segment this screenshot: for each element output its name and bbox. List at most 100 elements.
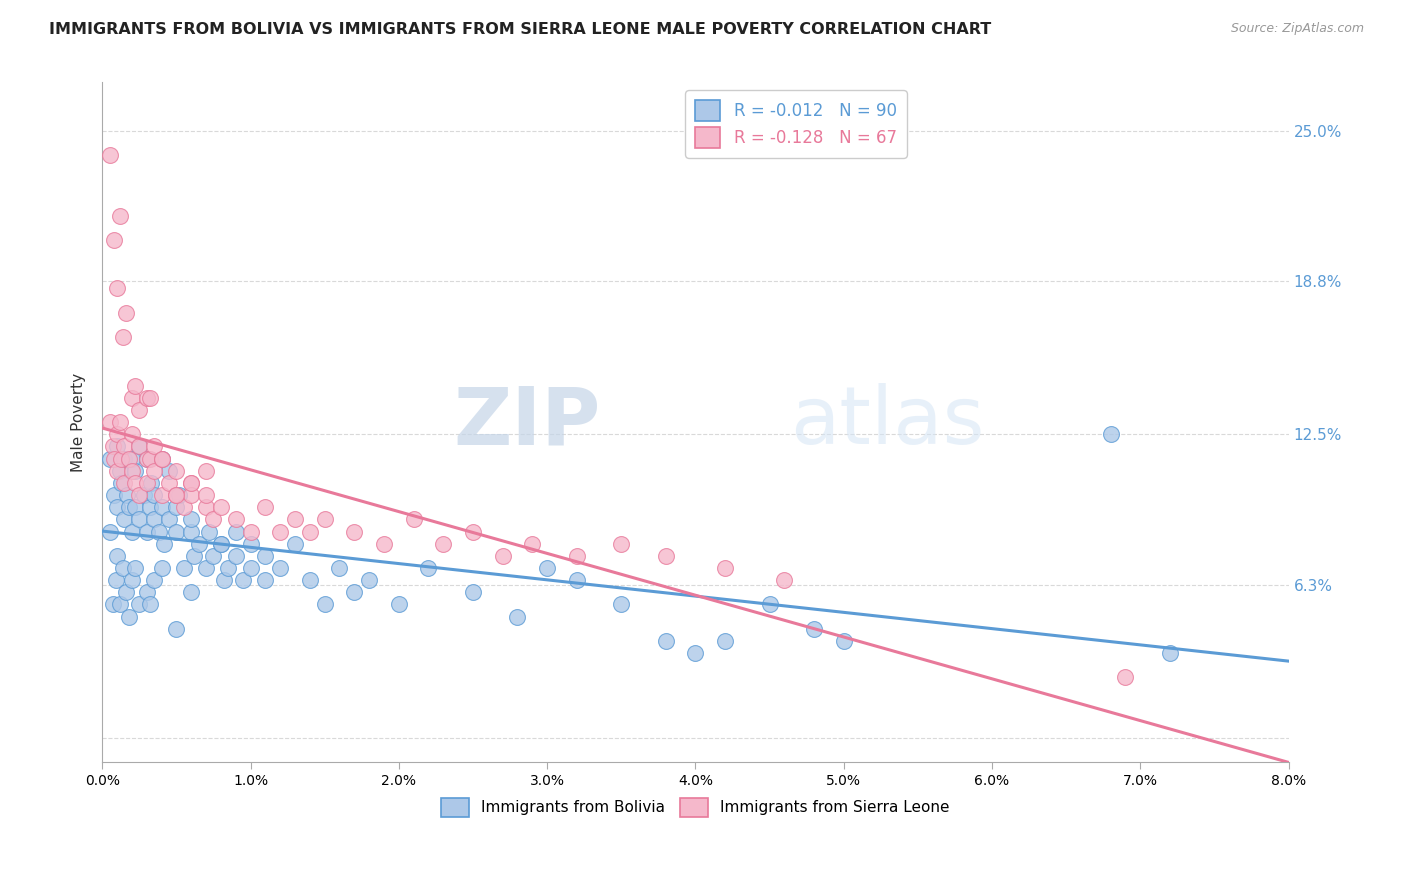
- Point: [124, 500, 146, 515]
- Point: [314, 512, 336, 526]
- Point: [114, 440, 136, 454]
- Point: [135, 451, 157, 466]
- Point: [212, 573, 235, 587]
- Point: [128, 403, 150, 417]
- Text: Source: ZipAtlas.com: Source: ZipAtlas.com: [1230, 22, 1364, 36]
- Point: [180, 524, 202, 539]
- Point: [373, 537, 395, 551]
- Point: [165, 524, 187, 539]
- Point: [104, 573, 127, 587]
- Point: [121, 524, 143, 539]
- Point: [117, 488, 139, 502]
- Point: [180, 512, 202, 526]
- Point: [105, 549, 128, 563]
- Point: [114, 512, 136, 526]
- Point: [202, 512, 225, 526]
- Point: [118, 451, 141, 466]
- Point: [115, 306, 138, 320]
- Point: [714, 561, 737, 575]
- Point: [118, 500, 141, 515]
- Point: [124, 464, 146, 478]
- Point: [105, 427, 128, 442]
- Point: [138, 451, 160, 466]
- Point: [225, 549, 247, 563]
- Point: [232, 573, 254, 587]
- Point: [157, 464, 180, 478]
- Point: [187, 537, 209, 551]
- Point: [165, 622, 187, 636]
- Point: [114, 451, 136, 466]
- Point: [105, 464, 128, 478]
- Point: [685, 646, 707, 660]
- Point: [225, 512, 247, 526]
- Point: [157, 475, 180, 490]
- Point: [108, 598, 131, 612]
- Point: [536, 561, 558, 575]
- Point: [128, 440, 150, 454]
- Point: [118, 609, 141, 624]
- Point: [108, 415, 131, 429]
- Point: [105, 281, 128, 295]
- Point: [180, 488, 202, 502]
- Point: [195, 500, 218, 515]
- Point: [610, 598, 633, 612]
- Point: [138, 391, 160, 405]
- Point: [1159, 646, 1181, 660]
- Point: [284, 537, 307, 551]
- Point: [195, 561, 218, 575]
- Text: atlas: atlas: [790, 384, 984, 461]
- Point: [565, 549, 588, 563]
- Point: [209, 500, 232, 515]
- Point: [121, 573, 143, 587]
- Point: [298, 573, 321, 587]
- Point: [121, 427, 143, 442]
- Point: [135, 391, 157, 405]
- Point: [105, 440, 128, 454]
- Point: [506, 609, 529, 624]
- Point: [173, 561, 195, 575]
- Point: [128, 440, 150, 454]
- Point: [239, 561, 262, 575]
- Point: [138, 598, 160, 612]
- Point: [773, 573, 796, 587]
- Point: [150, 488, 173, 502]
- Point: [522, 537, 544, 551]
- Point: [105, 500, 128, 515]
- Point: [141, 475, 163, 490]
- Point: [150, 451, 173, 466]
- Point: [128, 598, 150, 612]
- Point: [209, 537, 232, 551]
- Text: IMMIGRANTS FROM BOLIVIA VS IMMIGRANTS FROM SIERRA LEONE MALE POVERTY CORRELATION: IMMIGRANTS FROM BOLIVIA VS IMMIGRANTS FR…: [49, 22, 991, 37]
- Text: ZIP: ZIP: [453, 384, 600, 461]
- Point: [343, 585, 366, 599]
- Point: [803, 622, 825, 636]
- Point: [108, 464, 131, 478]
- Point: [1099, 427, 1122, 442]
- Point: [110, 451, 132, 466]
- Point: [98, 148, 121, 162]
- Point: [225, 524, 247, 539]
- Point: [143, 573, 166, 587]
- Point: [128, 512, 150, 526]
- Point: [217, 561, 239, 575]
- Point: [150, 451, 173, 466]
- Point: [180, 475, 202, 490]
- Point: [165, 488, 187, 502]
- Point: [298, 524, 321, 539]
- Point: [148, 524, 170, 539]
- Point: [135, 524, 157, 539]
- Point: [195, 464, 218, 478]
- Point: [239, 537, 262, 551]
- Point: [111, 561, 134, 575]
- Point: [124, 561, 146, 575]
- Point: [157, 512, 180, 526]
- Point: [461, 524, 484, 539]
- Point: [402, 512, 425, 526]
- Point: [714, 634, 737, 648]
- Point: [143, 440, 166, 454]
- Point: [165, 500, 187, 515]
- Point: [165, 488, 187, 502]
- Point: [254, 500, 277, 515]
- Point: [195, 488, 218, 502]
- Point: [432, 537, 454, 551]
